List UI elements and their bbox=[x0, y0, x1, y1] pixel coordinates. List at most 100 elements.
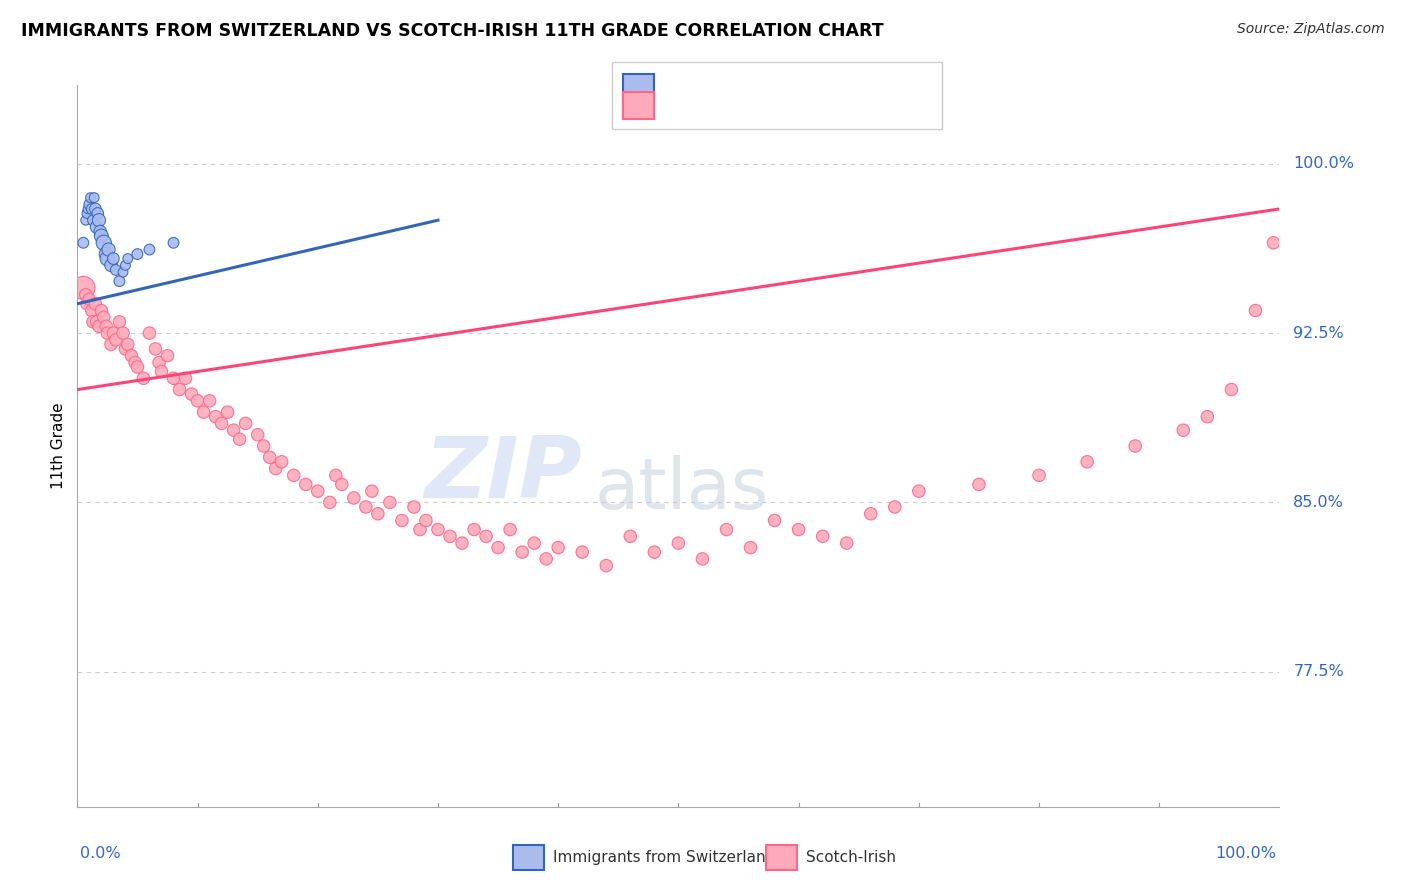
Point bbox=[75, 287, 97, 301]
Point bbox=[859, 507, 882, 521]
Point bbox=[740, 541, 762, 555]
Point bbox=[319, 495, 342, 509]
Point bbox=[763, 514, 786, 528]
Point bbox=[499, 523, 522, 537]
Point bbox=[463, 523, 485, 537]
Point bbox=[96, 319, 118, 334]
Point bbox=[96, 252, 118, 266]
Point bbox=[150, 364, 173, 378]
Point bbox=[835, 536, 858, 550]
Point bbox=[523, 536, 546, 550]
Point bbox=[283, 468, 305, 483]
Point bbox=[87, 206, 110, 220]
Point bbox=[93, 235, 115, 250]
Point bbox=[138, 326, 160, 340]
Point bbox=[186, 393, 209, 408]
Text: R = 0.472: R = 0.472 bbox=[665, 78, 763, 96]
Point bbox=[114, 258, 136, 272]
Point bbox=[668, 536, 690, 550]
Point bbox=[111, 265, 134, 279]
Point bbox=[475, 529, 498, 543]
Point bbox=[204, 409, 226, 424]
Point bbox=[96, 326, 118, 340]
Point bbox=[103, 252, 125, 266]
Point bbox=[253, 439, 276, 453]
Point bbox=[270, 455, 292, 469]
Point bbox=[84, 202, 107, 216]
Point bbox=[100, 258, 122, 272]
Point bbox=[908, 484, 931, 499]
Point bbox=[75, 213, 97, 227]
Point bbox=[883, 500, 905, 514]
Point bbox=[427, 523, 450, 537]
Point bbox=[391, 514, 413, 528]
Point bbox=[96, 247, 118, 261]
Text: ZIP: ZIP bbox=[425, 434, 582, 516]
Point bbox=[198, 393, 221, 408]
Point bbox=[162, 235, 184, 250]
Point bbox=[86, 219, 108, 234]
Text: R = 0.355: R = 0.355 bbox=[665, 96, 763, 114]
Point bbox=[93, 310, 115, 325]
Point bbox=[571, 545, 593, 559]
Text: 0.0%: 0.0% bbox=[80, 847, 121, 861]
Point bbox=[104, 263, 127, 277]
Point bbox=[211, 417, 233, 431]
Point bbox=[145, 342, 167, 356]
Point bbox=[967, 477, 990, 491]
Point bbox=[222, 423, 245, 437]
Point bbox=[716, 523, 738, 537]
Point bbox=[83, 191, 105, 205]
Point bbox=[124, 355, 146, 369]
Point bbox=[1076, 455, 1098, 469]
Point bbox=[174, 371, 197, 385]
Point bbox=[148, 355, 170, 369]
Point bbox=[1123, 439, 1146, 453]
Point bbox=[510, 545, 533, 559]
Point bbox=[294, 477, 316, 491]
Point bbox=[246, 427, 269, 442]
Point bbox=[643, 545, 665, 559]
Point bbox=[354, 500, 377, 514]
Point bbox=[111, 326, 134, 340]
Text: 85.0%: 85.0% bbox=[1294, 495, 1344, 510]
Point bbox=[76, 206, 98, 220]
Text: 92.5%: 92.5% bbox=[1294, 326, 1344, 341]
Point bbox=[80, 202, 103, 216]
Point bbox=[451, 536, 474, 550]
Point bbox=[127, 359, 149, 374]
Point bbox=[343, 491, 366, 505]
Text: IMMIGRANTS FROM SWITZERLAND VS SCOTCH-IRISH 11TH GRADE CORRELATION CHART: IMMIGRANTS FROM SWITZERLAND VS SCOTCH-IR… bbox=[21, 22, 884, 40]
Point bbox=[162, 371, 184, 385]
Point bbox=[360, 484, 382, 499]
Text: 77.5%: 77.5% bbox=[1294, 665, 1344, 680]
Point bbox=[90, 229, 112, 244]
Point bbox=[103, 326, 125, 340]
Point bbox=[89, 225, 111, 239]
Point bbox=[180, 387, 202, 401]
Point bbox=[193, 405, 215, 419]
Point bbox=[72, 235, 94, 250]
Point bbox=[264, 461, 287, 475]
Text: Immigrants from Switzerland: Immigrants from Switzerland bbox=[553, 850, 775, 864]
Point bbox=[79, 197, 101, 211]
Text: N = 29: N = 29 bbox=[785, 78, 852, 96]
Point bbox=[82, 213, 104, 227]
Text: atlas: atlas bbox=[595, 455, 769, 524]
Point bbox=[138, 243, 160, 257]
Point bbox=[97, 243, 120, 257]
Point bbox=[1220, 383, 1243, 397]
Point bbox=[619, 529, 641, 543]
Text: 100.0%: 100.0% bbox=[1216, 847, 1277, 861]
Point bbox=[595, 558, 617, 573]
Point bbox=[486, 541, 509, 555]
Y-axis label: 11th Grade: 11th Grade bbox=[51, 402, 66, 490]
Point bbox=[87, 213, 110, 227]
Point bbox=[77, 202, 100, 216]
Point bbox=[104, 333, 127, 347]
Point bbox=[86, 315, 108, 329]
Point bbox=[108, 274, 131, 288]
Point bbox=[82, 315, 104, 329]
Point bbox=[132, 371, 155, 385]
Point bbox=[114, 342, 136, 356]
